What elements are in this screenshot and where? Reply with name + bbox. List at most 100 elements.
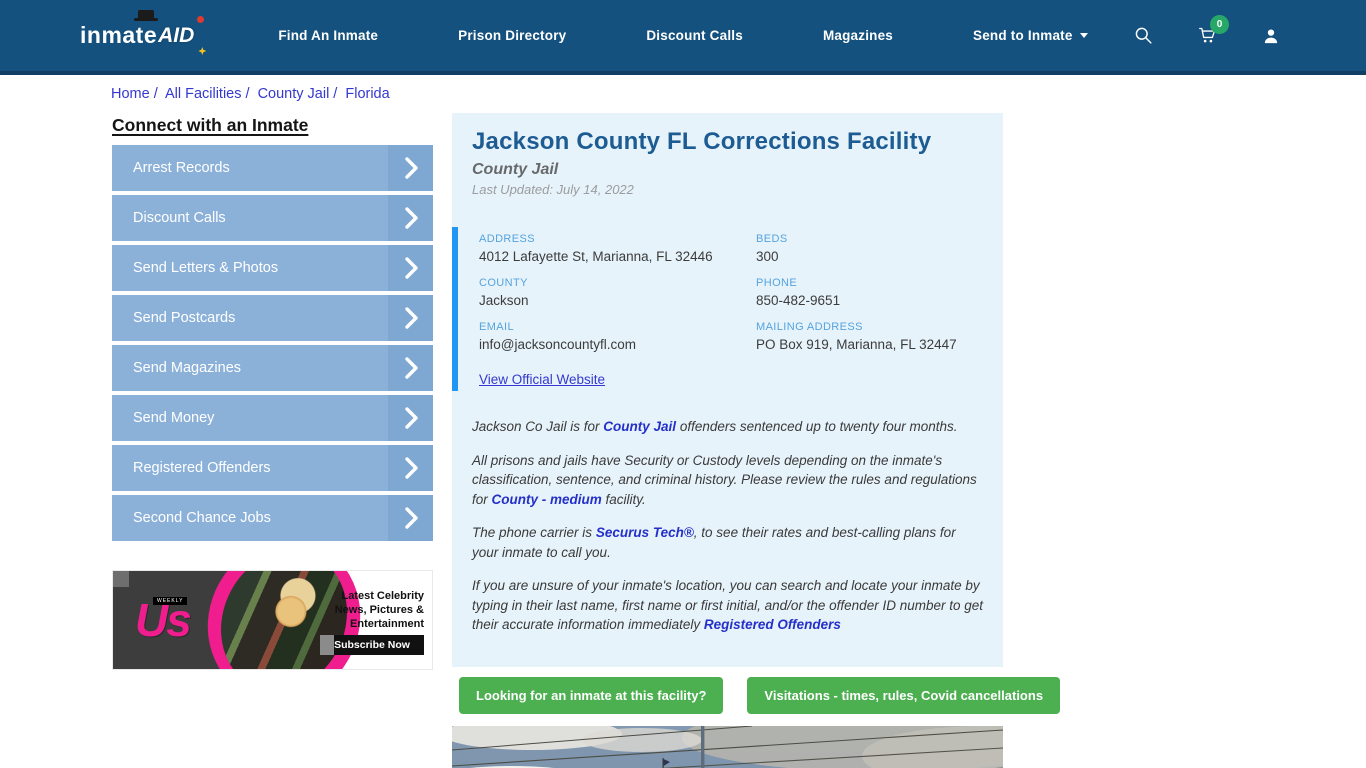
description-paragraph: All prisons and jails have Security or C… (472, 452, 977, 507)
sidebar-menu-label: Arrest Records (133, 160, 230, 176)
ad-headline: Latest Celebrity News, Pictures & Entert… (334, 590, 424, 630)
nav-menu-item-label: Find An Inmate (278, 28, 379, 43)
detail-value: 300 (756, 249, 779, 264)
facility-panel: Jackson County FL Corrections Facility C… (452, 113, 1003, 667)
breadcrumb-item: Home / (111, 86, 162, 102)
chevron-right-icon (388, 345, 433, 391)
chevron-right-icon (388, 395, 433, 441)
detail-label: PHONE (756, 277, 798, 289)
nav-menu-item[interactable]: Magazines (823, 28, 893, 43)
chevron-right-icon (388, 145, 433, 191)
nav-menu-item-label: Discount Calls (646, 28, 743, 43)
nav-menu-item[interactable]: Prison Directory (458, 28, 566, 43)
sidebar-menu-label: Send Postcards (133, 310, 236, 326)
detail-field: COUNTY Jackson (479, 277, 756, 308)
us-weekly-ad-banner[interactable]: Us WEEKLY Latest Celebrity News, Picture… (112, 570, 433, 670)
chevron-down-icon (1079, 33, 1088, 38)
detail-field: MAILING ADDRESS PO Box 919, Marianna, FL… (756, 321, 983, 352)
official-website-link[interactable]: View Official Website (479, 372, 606, 387)
detail-field: EMAIL info@jacksoncountyfl.com (479, 321, 756, 352)
detail-value: 850-482-9651 (756, 293, 841, 308)
inline-text-link[interactable]: County - medium (491, 491, 602, 507)
inline-text-link[interactable]: Registered Offenders (703, 617, 841, 632)
nav-menu-item-label: Magazines (822, 28, 894, 43)
user-account-icon[interactable] (1262, 27, 1280, 45)
top-nav: inmate AID Find An Inmate Prison Director… (0, 0, 1366, 75)
nav-menu-item[interactable]: Send to Inmate (973, 28, 1088, 43)
sidebar-menu-button[interactable]: Send Money (112, 395, 433, 441)
chevron-right-icon (388, 295, 433, 341)
main-content: Jackson County FL Corrections Facility C… (452, 113, 1061, 768)
detail-label: ADDRESS (479, 233, 535, 245)
breadcrumb-item: All Facilities / (165, 86, 254, 102)
nav-menu: Find An Inmate Prison Directory Discount… (278, 28, 1088, 43)
sidebar-menu-button[interactable]: Send Magazines (112, 345, 433, 391)
detail-field: PHONE 850-482-9651 (756, 277, 983, 308)
sidebar-menu-label: Registered Offenders (133, 460, 271, 476)
logo-hat-decoration (134, 10, 158, 21)
chevron-right-icon (388, 495, 433, 541)
sidebar-menu-button[interactable]: Arrest Records (112, 145, 433, 191)
breadcrumb-separator: / (245, 86, 250, 102)
sidebar-menu-label: Send Money (133, 410, 215, 426)
cta-button-row: Looking for an inmate at this facility? … (452, 676, 1061, 714)
nav-menu-item-label: Prison Directory (458, 28, 567, 43)
detail-field: ADDRESS 4012 Lafayette St, Marianna, FL … (479, 233, 756, 264)
sidebar-menu-button[interactable]: Second Chance Jobs (112, 495, 433, 541)
detail-value: PO Box 919, Marianna, FL 32447 (756, 337, 957, 352)
breadcrumb-item: County Jail / (258, 86, 342, 102)
nav-menu-item[interactable]: Discount Calls (646, 28, 743, 43)
search-icon[interactable] (1134, 26, 1153, 45)
sidebar-menu-label: Send Letters & Photos (133, 260, 279, 276)
description-paragraph: Jackson Co Jail is for County Jail offen… (472, 419, 958, 434)
sidebar-menu-label: Send Magazines (133, 360, 242, 376)
sidebar-menu-button[interactable]: Send Postcards (112, 295, 433, 341)
detail-value: Jackson (479, 293, 529, 308)
sidebar-heading: Connect with an Inmate (112, 115, 309, 135)
sidebar-menu-label: Second Chance Jobs (133, 510, 271, 526)
us-weekly-logo-sub: WEEKLY (153, 597, 188, 605)
facility-photo (452, 725, 1003, 768)
detail-label: EMAIL (479, 321, 515, 333)
nav-menu-item[interactable]: Find An Inmate (278, 28, 378, 43)
sidebar: Connect with an Inmate Arrest Records Di… (112, 113, 433, 670)
sidebar-menu-label: Discount Calls (133, 210, 226, 226)
nav-menu-item-label: Send to Inmate (973, 28, 1073, 43)
cart-icon[interactable]: 0 (1197, 15, 1229, 46)
last-updated: Last Updated: July 14, 2022 (472, 182, 634, 197)
inmateaid-logo[interactable]: inmate AID (80, 10, 207, 55)
sidebar-menu-button[interactable]: Send Letters & Photos (112, 245, 433, 291)
logo-star (198, 47, 207, 55)
breadcrumb-link[interactable]: Home (111, 86, 150, 102)
sidebar-menu-button[interactable]: Registered Offenders (112, 445, 433, 491)
inline-text-link[interactable]: County Jail (603, 419, 677, 434)
facility-description: Jackson Co Jail is for County Jail offen… (472, 417, 983, 635)
breadcrumb-item: Florida/ (345, 86, 389, 102)
breadcrumb-link[interactable]: Florida (345, 86, 390, 102)
facility-details: ADDRESS 4012 Lafayette St, Marianna, FL … (452, 227, 983, 391)
page-title: Jackson County FL Corrections Facility (472, 128, 932, 155)
breadcrumb-link[interactable]: All Facilities (164, 86, 242, 102)
detail-label: MAILING ADDRESS (756, 321, 863, 333)
breadcrumb-separator: / (153, 86, 158, 102)
logo-red-dot (197, 16, 205, 23)
cart-count-badge: 0 (1210, 15, 1229, 34)
facility-type: County Jail (472, 161, 559, 178)
cta-button[interactable]: Visitations - times, rules, Covid cancel… (747, 676, 1061, 714)
chevron-right-icon (388, 445, 433, 491)
description-paragraph: If you are unsure of your inmate's locat… (472, 578, 983, 632)
logo-text-inmate: inmate (80, 22, 158, 48)
breadcrumb-link[interactable]: County Jail (257, 86, 330, 102)
sidebar-menu: Arrest Records Discount Calls (112, 145, 433, 541)
cta-button[interactable]: Looking for an inmate at this facility? (459, 676, 724, 714)
chevron-right-icon (388, 245, 433, 291)
detail-label: BEDS (756, 233, 788, 245)
breadcrumb: Home / All Facilities / County Jail / Flori… (111, 86, 1366, 104)
detail-label: COUNTY (479, 277, 528, 289)
ad-corner-decoration (113, 571, 129, 587)
inline-text-link[interactable]: Securus Tech® (595, 525, 694, 540)
sidebar-menu-button[interactable]: Discount Calls (112, 195, 433, 241)
description-paragraph: The phone carrier is Securus Tech®, to s… (472, 525, 956, 560)
ad-subscribe-button[interactable]: Subscribe Now (320, 635, 424, 655)
detail-field: BEDS 300 (756, 233, 983, 264)
